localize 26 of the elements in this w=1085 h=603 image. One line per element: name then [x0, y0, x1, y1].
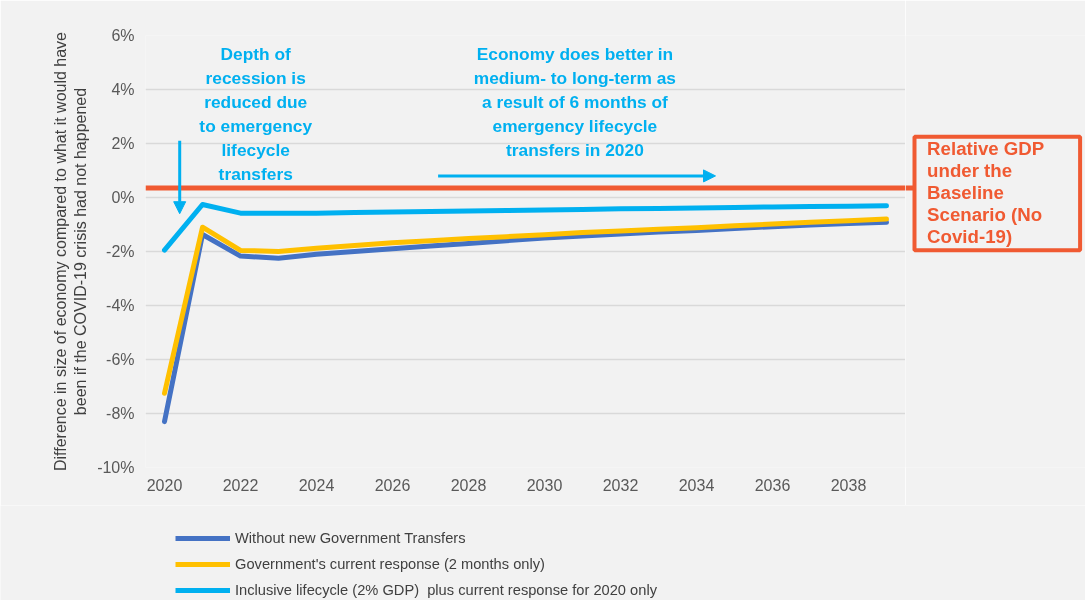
annotation: Economy does better in medium- to long-term as a result of 6 months of emergency lifecycle transfers in 2020	[473, 43, 676, 160]
legend-label: Without new Government Transfers	[235, 530, 466, 546]
y-tick-label: -6%	[106, 351, 135, 368]
x-tick-label: 2020	[146, 476, 183, 494]
y-tick-label: -8%	[106, 405, 135, 422]
ref-line-label: Relative GDP under the Baseline Scenario (No Covid-19)	[927, 137, 1045, 247]
legend-label: Inclusive lifecycle (2% GDP) plus current response for 2020 only	[235, 582, 657, 598]
y-tick-label: 2%	[111, 135, 135, 152]
y-tick-label: 4%	[111, 81, 135, 98]
y-tick-label: 0%	[111, 189, 135, 206]
y-tick-label: -2%	[106, 243, 135, 260]
x-tick-label: 2038	[830, 476, 867, 494]
x-tick-label: 2030	[526, 476, 563, 494]
y-axis-title: Difference in size of economy compared to what it would have been if the COVID-19 crisis had not happened	[51, 31, 90, 472]
x-tick-label: 2026	[374, 476, 411, 494]
x-tick-label: 2024	[298, 476, 335, 494]
annotation: Depth of recession is reduced due to emergency lifecycle transfers	[199, 43, 313, 184]
y-tick-label: -4%	[106, 297, 135, 314]
x-tick-label: 2032	[602, 476, 639, 494]
x-tick-label: 2028	[450, 476, 487, 494]
y-tick-label: -10%	[97, 459, 135, 476]
x-tick-label: 2034	[678, 476, 715, 494]
x-tick-label: 2022	[222, 476, 259, 494]
legend-label: Government's current response (2 months only)	[235, 556, 545, 572]
x-tick-label: 2036	[754, 476, 791, 494]
y-tick-label: 6%	[111, 27, 135, 44]
